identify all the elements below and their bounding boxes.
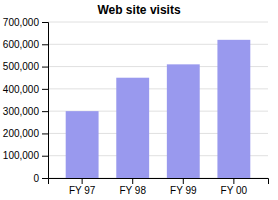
tick-label: FY 97 bbox=[69, 185, 96, 196]
tick-mark bbox=[132, 178, 133, 184]
tick: 400,000 bbox=[3, 84, 48, 95]
bar bbox=[116, 78, 149, 178]
tick-label: 600,000 bbox=[3, 39, 40, 50]
tick-mark bbox=[82, 178, 83, 184]
tick: 600,000 bbox=[3, 39, 48, 50]
chart: Web site visits 0 100,000 200,000 300,000 400… bbox=[0, 0, 278, 200]
tick: 0 bbox=[33, 173, 48, 184]
tick-mark bbox=[42, 67, 48, 68]
bars bbox=[66, 40, 251, 178]
tick-label: FY 99 bbox=[170, 185, 197, 196]
tick-label: FY 00 bbox=[221, 185, 248, 196]
tick: FY 99 bbox=[170, 178, 197, 196]
tick-mark bbox=[183, 178, 184, 184]
y-axis: 0 100,000 200,000 300,000 400,000 500,000 600,… bbox=[3, 17, 49, 184]
tick-label: 200,000 bbox=[3, 128, 40, 139]
axis-line bbox=[42, 23, 49, 179]
tick-mark bbox=[42, 156, 48, 157]
tick-label: 0 bbox=[33, 173, 39, 184]
tick-label: 700,000 bbox=[3, 17, 40, 28]
tick: 500,000 bbox=[3, 61, 48, 72]
tick: 300,000 bbox=[3, 106, 48, 117]
tick: 100,000 bbox=[3, 150, 48, 161]
bar bbox=[167, 64, 200, 178]
tick: FY 97 bbox=[69, 178, 96, 196]
tick-label: 400,000 bbox=[3, 84, 40, 95]
bar bbox=[66, 111, 99, 178]
tick-mark bbox=[42, 22, 48, 23]
tick-label: FY 98 bbox=[119, 185, 146, 196]
tick-mark bbox=[42, 44, 48, 45]
tick-mark bbox=[42, 89, 48, 90]
tick-mark bbox=[42, 133, 48, 134]
tick-mark bbox=[233, 178, 234, 184]
tick-label: 500,000 bbox=[3, 61, 40, 72]
x-axis: FY 97 FY 98 FY 99 FY 00 bbox=[49, 178, 269, 196]
title: Web site visits bbox=[97, 3, 180, 17]
plot: 0 100,000 200,000 300,000 400,000 500,000 600,… bbox=[3, 17, 269, 196]
axis-line bbox=[49, 179, 269, 185]
grid-line bbox=[48, 22, 268, 23]
tick-label: 300,000 bbox=[3, 106, 40, 117]
tick: FY 98 bbox=[119, 178, 146, 196]
tick-label: 100,000 bbox=[3, 150, 40, 161]
tick: FY 00 bbox=[221, 178, 248, 196]
tick-mark bbox=[42, 178, 48, 179]
grid bbox=[48, 22, 268, 178]
tick-mark bbox=[42, 111, 48, 112]
tick: 200,000 bbox=[3, 128, 48, 139]
bar bbox=[217, 40, 250, 178]
tick: 700,000 bbox=[3, 17, 48, 28]
